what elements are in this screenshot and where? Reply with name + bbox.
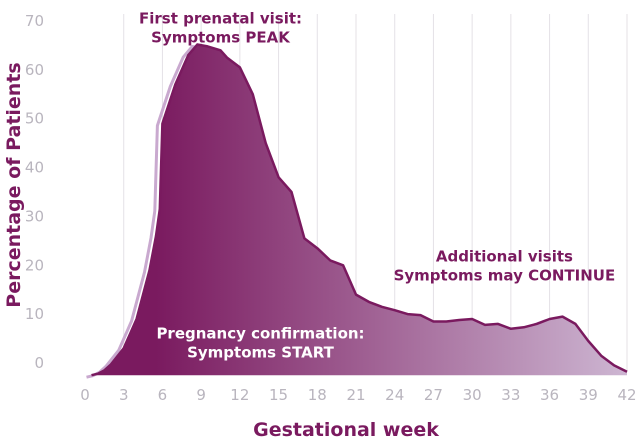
x-axis-ticks: 0 3 6 9 12 15 18 21 24 27 30 33 36 39 42	[80, 386, 636, 404]
y-tick-0: 0	[34, 354, 44, 372]
x-axis-title: Gestational week	[253, 419, 439, 439]
y-tick-50: 50	[25, 110, 44, 128]
x-tick-21: 21	[346, 386, 365, 404]
annotation-peak-line-2: Symptoms PEAK	[151, 28, 291, 46]
y-tick-40: 40	[25, 159, 44, 177]
series-area	[91, 44, 627, 376]
y-tick-30: 30	[25, 207, 44, 225]
x-tick-42: 42	[617, 386, 636, 404]
y-axis-ticks: 0 10 20 30 40 50 60 70	[25, 12, 44, 372]
x-tick-27: 27	[424, 386, 443, 404]
annotation-start: Pregnancy confirmation: Symptoms START	[156, 325, 364, 362]
annotation-peak: First prenatal visit: Symptoms PEAK	[139, 9, 302, 46]
annotations: First prenatal visit: Symptoms PEAK Additi…	[139, 9, 615, 361]
x-tick-9: 9	[196, 386, 206, 404]
annotation-start-line-2: Symptoms START	[187, 344, 335, 362]
annotation-start-line-1: Pregnancy confirmation:	[156, 325, 364, 343]
y-tick-70: 70	[25, 12, 44, 30]
x-tick-15: 15	[269, 386, 288, 404]
x-tick-24: 24	[385, 386, 404, 404]
x-tick-3: 3	[119, 386, 129, 404]
annotation-continue-line-2: Symptoms may CONTINUE	[394, 266, 616, 284]
x-tick-18: 18	[308, 386, 327, 404]
annotation-continue: Additional visits Symptoms may CONTINUE	[394, 247, 616, 284]
y-tick-20: 20	[25, 256, 44, 274]
x-tick-12: 12	[230, 386, 249, 404]
x-tick-39: 39	[579, 386, 598, 404]
x-tick-6: 6	[158, 386, 168, 404]
annotation-continue-line-1: Additional visits	[436, 247, 573, 265]
y-tick-10: 10	[25, 305, 44, 323]
x-tick-30: 30	[463, 386, 482, 404]
y-axis-title: Percentage of Patients	[3, 62, 25, 307]
x-tick-36: 36	[540, 386, 559, 404]
x-tick-33: 33	[501, 386, 520, 404]
x-tick-0: 0	[80, 386, 90, 404]
y-tick-60: 60	[25, 61, 44, 79]
plot-area	[86, 43, 628, 379]
annotation-peak-line-1: First prenatal visit:	[139, 9, 302, 27]
series-line	[91, 43, 628, 377]
